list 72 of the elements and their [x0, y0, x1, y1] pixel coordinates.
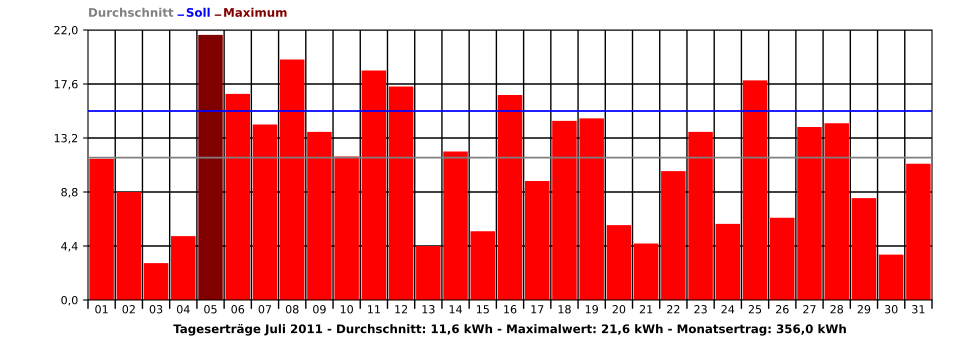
x-tick-label: 13: [422, 305, 434, 314]
bar: [634, 244, 658, 300]
x-tick-label: 01: [95, 305, 108, 314]
y-tick-label: 0,0: [61, 296, 78, 306]
bar: [797, 126, 822, 300]
x-tick-label: 18: [558, 305, 571, 314]
bar: [89, 158, 114, 300]
x-tick-label: 03: [150, 305, 162, 314]
x-tick-label: 14: [450, 305, 462, 314]
x-tick-label: 24: [722, 305, 734, 314]
legend-label: Soll: [186, 8, 210, 17]
ref-line-label: Durchschnitt: [89, 8, 174, 17]
x-tick-label: 05: [204, 305, 217, 314]
y-tick-label: 22,0: [54, 26, 78, 36]
x-tick-label: 06: [231, 305, 244, 314]
x-tick-label: 20: [612, 305, 626, 314]
legend-label: Maximum: [224, 8, 287, 17]
bar: [824, 123, 849, 300]
bar: [116, 192, 142, 300]
bar: [334, 156, 359, 300]
x-tick-label: 26: [776, 305, 789, 314]
x-tick-label: 17: [531, 305, 544, 314]
bar: [198, 34, 223, 300]
bar: [280, 59, 304, 300]
y-tick-label: 8,8: [61, 188, 78, 198]
x-tick-label: 02: [122, 305, 135, 314]
x-tick-label: 30: [884, 305, 898, 314]
x-tick-label: 31: [912, 305, 924, 314]
bar: [852, 198, 876, 300]
bar: [906, 164, 931, 300]
bar: [716, 224, 740, 300]
bar: [470, 231, 496, 300]
x-tick-label: 10: [340, 305, 353, 314]
x-tick-label: 21: [640, 305, 652, 314]
x-tick-label: 16: [504, 305, 516, 314]
x-tick-label: 12: [395, 305, 408, 314]
bar: [362, 70, 386, 300]
x-tick-label: 04: [176, 305, 190, 314]
bar: [552, 120, 577, 300]
bar: [606, 225, 632, 300]
x-tick-label: 09: [313, 305, 326, 314]
x-tick-label: 19: [586, 305, 598, 314]
x-tick-label: 23: [694, 305, 707, 314]
bar: [661, 171, 686, 300]
x-tick-label: 11: [368, 305, 380, 314]
bar: [878, 254, 904, 300]
x-tick-label: 08: [286, 305, 298, 314]
bar: [524, 180, 550, 300]
y-tick-label: 17,6: [54, 80, 78, 90]
bar: [144, 263, 168, 300]
x-tick-label: 22: [667, 305, 680, 314]
x-tick-label: 28: [830, 305, 844, 314]
bar: [579, 118, 604, 300]
bar: [688, 132, 713, 300]
bar: [388, 86, 414, 300]
x-tick-label: 29: [858, 305, 870, 314]
bar: [742, 80, 768, 300]
x-tick-label: 07: [258, 305, 272, 314]
y-tick-label: 13,2: [54, 134, 78, 144]
x-tick-label: 25: [748, 305, 762, 314]
bar: [498, 95, 522, 300]
bar: [770, 218, 795, 300]
bar: [171, 236, 196, 300]
y-tick-label: 4,4: [61, 242, 78, 252]
bar: [252, 124, 278, 300]
bar: [443, 152, 468, 300]
x-tick-label: 15: [476, 305, 489, 314]
bar: [225, 94, 250, 300]
x-axis-title: Tageserträge Juli 2011 - Durchschnitt: 11,6 kWh - Maximalwert: 21,6 kWh - Monatsertrag: 356,0 kWh: [173, 324, 846, 336]
x-tick-label: 27: [803, 305, 816, 314]
bar: [416, 246, 441, 300]
bar: [307, 132, 332, 300]
